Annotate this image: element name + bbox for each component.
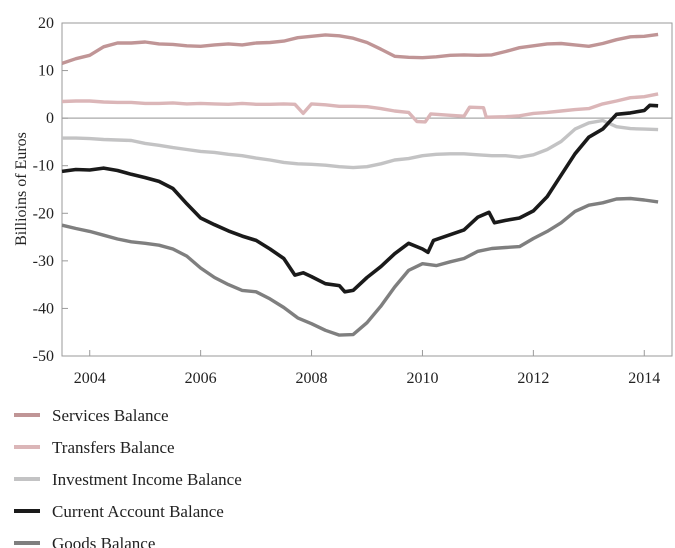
y-tick-label: -30 (33, 253, 54, 270)
x-tick-label: 2010 (406, 370, 438, 387)
legend-label: Investment Income Balance (52, 470, 242, 489)
x-tick-label: 2004 (74, 370, 106, 387)
y-axis: -50 -40 -30 -20 -10 0 10 20 (33, 15, 68, 365)
x-axis: 2004 2006 2008 2010 2012 2014 (74, 350, 660, 387)
series-line-transfers-balance (61, 92, 659, 124)
x-tick-label: 2006 (185, 370, 217, 387)
y-tick-label: -40 (33, 300, 54, 317)
y-tick-label: -10 (33, 158, 54, 175)
y-tick-label: 10 (38, 63, 54, 80)
y-tick-label: -50 (33, 348, 54, 365)
legend-label: Current Account Balance (52, 502, 224, 521)
series-line-goods-balance (61, 196, 659, 337)
legend-label: Services Balance (52, 406, 169, 425)
legend-label: Goods Balance (52, 534, 155, 548)
y-axis-title: Billioins of Euros (13, 132, 30, 246)
series-line-services-balance (61, 32, 659, 66)
x-tick-label: 2012 (517, 370, 549, 387)
plot-frame (61, 22, 673, 357)
series-line-investment-income-balance (62, 118, 659, 170)
series-lines (61, 32, 659, 337)
plot-area (61, 22, 673, 357)
x-tick-label: 2014 (628, 370, 660, 387)
y-tick-label: 0 (46, 110, 54, 127)
series-line-current-account-balance (61, 103, 659, 294)
y-tick-label: -20 (33, 205, 54, 222)
legend-label: Transfers Balance (52, 438, 175, 457)
legend: Services Balance Transfers Balance Investm… (14, 406, 242, 548)
x-tick-label: 2008 (296, 370, 328, 387)
y-tick-label: 20 (38, 15, 54, 32)
